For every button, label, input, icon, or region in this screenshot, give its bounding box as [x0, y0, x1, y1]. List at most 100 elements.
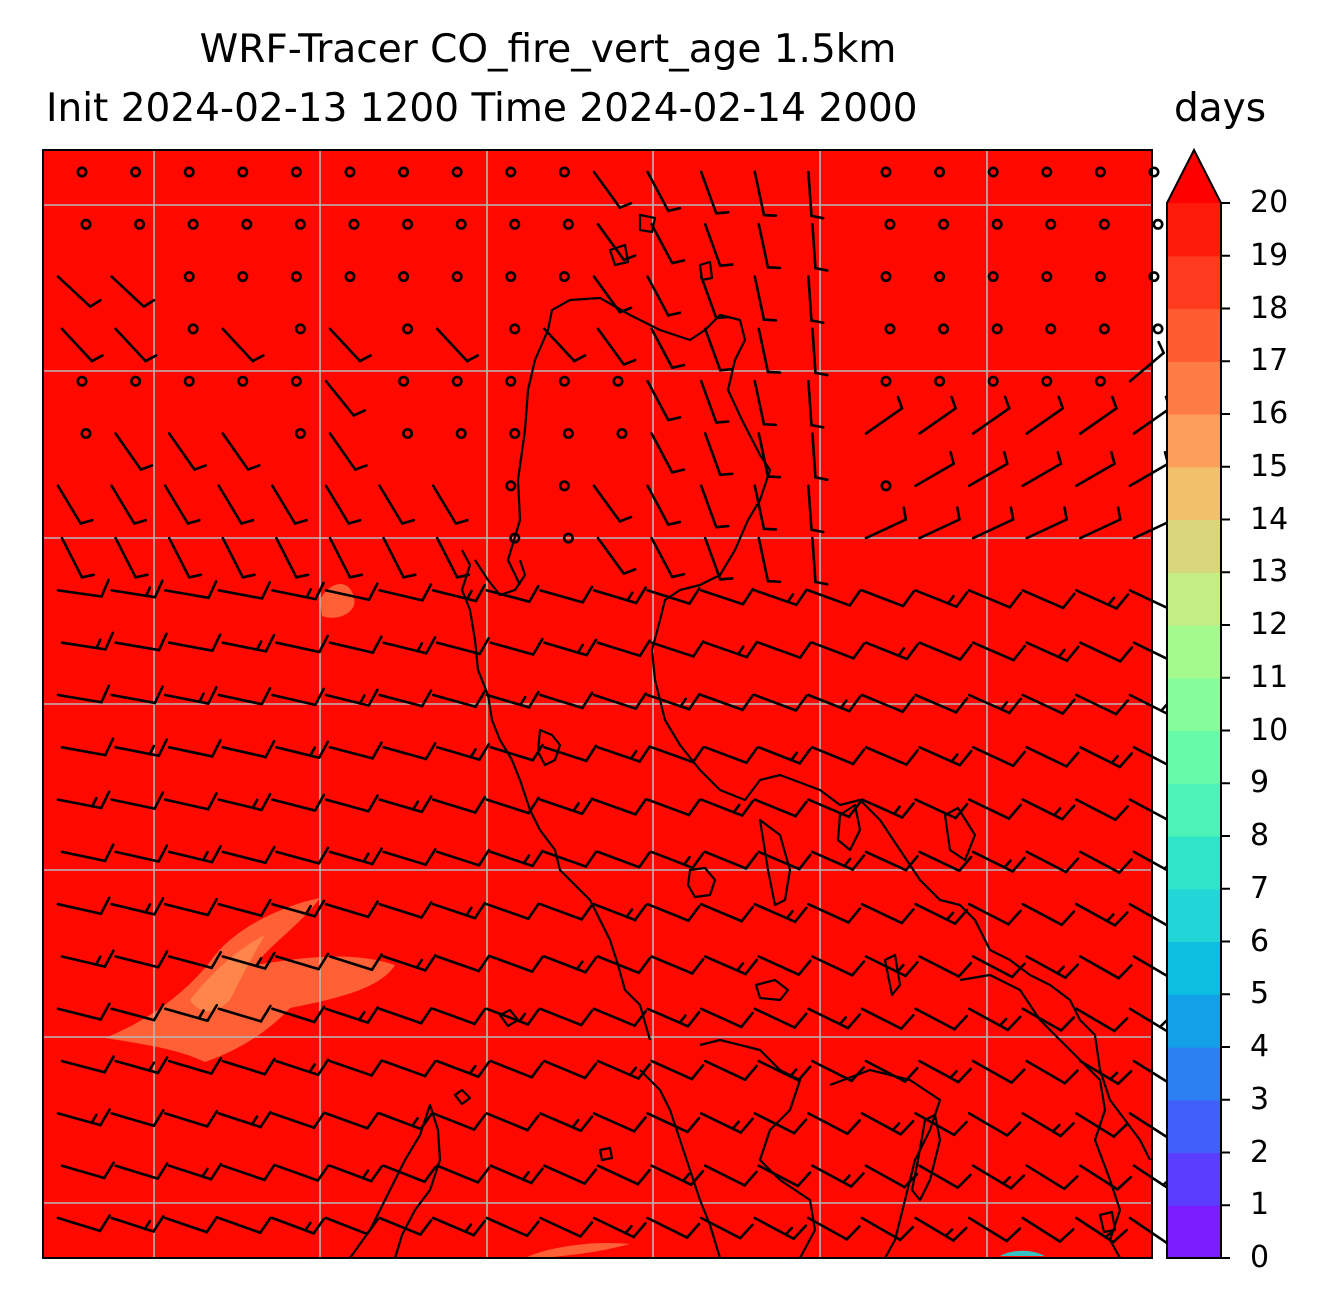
wind-barb [592, 902, 647, 922]
colorbar-swatch [1167, 308, 1221, 362]
wind-barb [167, 739, 222, 758]
wind-barb [114, 1056, 169, 1075]
wind-barb [864, 395, 904, 435]
wind-barb [431, 1007, 487, 1026]
wind-barb [703, 955, 759, 976]
wind-barb [378, 1216, 433, 1236]
wind-barb [543, 638, 598, 657]
wind-barb [967, 450, 1009, 488]
calm-wind-marker [987, 166, 999, 178]
wind-barb [328, 741, 383, 760]
plume-south [525, 1242, 630, 1258]
wind-barb [914, 798, 969, 820]
wind-barb [699, 379, 730, 424]
wind-barb [539, 585, 594, 604]
wind-barb [971, 641, 1027, 662]
wind-barb [435, 1059, 491, 1078]
colorbar-tick-label: 20 [1250, 185, 1289, 220]
wind-barb [807, 693, 862, 713]
wind-barb [592, 275, 633, 314]
calm-wind-marker [884, 323, 896, 335]
wind-barb [221, 633, 276, 653]
calm-wind-marker [187, 218, 199, 230]
wind-barb [918, 395, 957, 435]
wind-barb [60, 631, 115, 651]
calm-wind-marker [1045, 218, 1057, 230]
colorbar-tick-label: 0 [1250, 1240, 1270, 1275]
wind-barb [918, 1059, 972, 1084]
wind-barb [163, 1109, 219, 1128]
calm-wind-marker [402, 427, 414, 439]
wind-barb [703, 640, 759, 659]
wind-barb [167, 633, 222, 652]
wind-barb [56, 1002, 111, 1021]
wind-barb [807, 484, 825, 534]
colorbar-tick-label: 12 [1250, 607, 1289, 642]
wind-barb [431, 1216, 487, 1237]
wind-barb [703, 745, 759, 765]
calm-wind-marker [880, 375, 892, 387]
wind-barb [596, 327, 637, 366]
wind-barb [646, 693, 701, 711]
wind-barb [971, 745, 1026, 768]
colorbar-units-label: days [1174, 86, 1267, 131]
colorbar-tick-label: 19 [1250, 237, 1289, 273]
calm-wind-marker [509, 427, 521, 439]
wind-barb [914, 450, 956, 488]
wind-barb [646, 1216, 701, 1239]
colorbar-tick-label: 11 [1250, 659, 1289, 695]
coastline-island-c [836, 803, 862, 852]
wind-barb [167, 432, 208, 471]
wind-barb [699, 275, 730, 320]
wind-barb [592, 692, 647, 710]
colorbar-swatch [1167, 519, 1221, 573]
wind-barb [753, 379, 778, 427]
wind-barb [1025, 641, 1080, 663]
calm-wind-marker [455, 427, 467, 439]
wind-barb [703, 1059, 758, 1082]
wind-barb [435, 536, 471, 579]
wind-barb [114, 536, 149, 579]
calm-wind-marker [562, 427, 574, 439]
calm-wind-marker [509, 532, 521, 544]
wind-barb [592, 1007, 647, 1027]
calm-wind-marker [880, 271, 892, 283]
wind-barb [864, 506, 908, 540]
wind-barb [543, 850, 598, 868]
wind-barb [163, 792, 218, 811]
wind-barb [378, 583, 433, 602]
wind-barb [60, 843, 115, 863]
wind-barb [435, 848, 491, 867]
wind-barb [699, 902, 755, 923]
wind-barb [275, 846, 330, 865]
wind-barb [1075, 1007, 1129, 1033]
calm-wind-marker [562, 218, 574, 230]
coastline-peninsula-south [699, 1038, 817, 1259]
wind-barb [807, 1216, 861, 1241]
calm-wind-marker [402, 218, 414, 230]
wind-barb [757, 432, 782, 479]
wind-barb [110, 275, 156, 308]
calm-wind-marker [505, 166, 517, 178]
wind-barb [221, 845, 276, 865]
wind-barb [703, 432, 734, 477]
calm-wind-marker [1045, 323, 1057, 335]
wind-barb [489, 743, 544, 762]
wind-barb [539, 1007, 594, 1027]
wind-barb [592, 484, 633, 523]
wind-barb [217, 792, 272, 812]
wind-barb [271, 484, 308, 525]
wind-barb [1021, 1112, 1075, 1138]
wind-barb [757, 327, 782, 374]
wind-barb [1025, 1059, 1079, 1085]
wind-barb [382, 742, 437, 761]
wind-barb [811, 223, 829, 272]
calm-wind-marker [558, 166, 570, 178]
wind-barb [650, 640, 705, 658]
wind-barb [431, 1112, 487, 1131]
colorbar-tick-label: 4 [1250, 1029, 1270, 1064]
wind-barb [1025, 506, 1068, 540]
wind-barb [753, 1216, 808, 1241]
wind-barb [807, 1007, 862, 1030]
wind-barb [860, 1216, 915, 1242]
